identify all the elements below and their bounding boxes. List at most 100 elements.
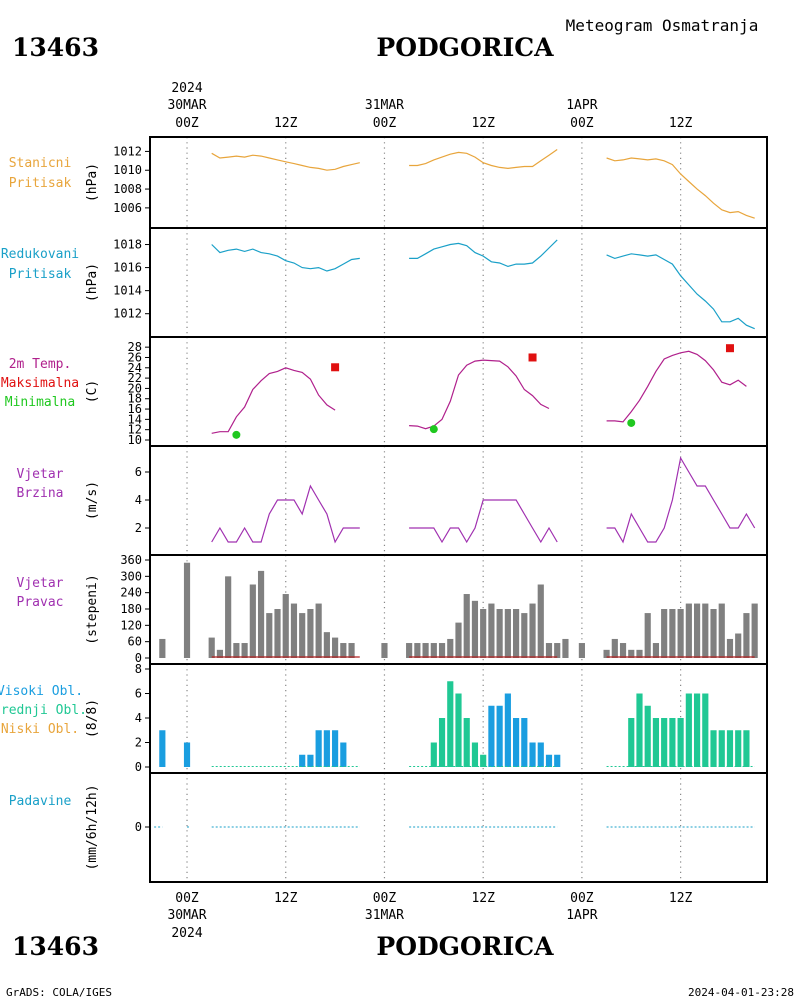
ylabel-wind_direction: (stepeni) (85, 574, 100, 644)
panel-frame-precipitation (149, 772, 768, 883)
ytick-label-cloud_cover-2: 4 (135, 711, 142, 725)
panel-frame-wind_speed (149, 445, 768, 556)
time-tick-bottom-5: 12Z (669, 891, 693, 906)
ytick-label-wind_speed-0: 2 (135, 521, 142, 535)
bar-wind_direction-60 (751, 603, 758, 658)
time-tick-top-1: 12Z (274, 116, 298, 131)
panel-label-wind_direction-0: Vjetar (17, 576, 64, 591)
panel-label-wind_speed-1: Brzina (17, 486, 64, 501)
ytick-label-station_pressure-3: 1012 (113, 144, 142, 158)
bar-cloud_cover-14 (480, 754, 487, 767)
panel-frame-reduced_pressure (149, 227, 768, 338)
bar-wind_direction-35 (521, 613, 528, 658)
series-line-wind_speed-1 (409, 499, 558, 544)
date-label-top-0: 30MAR (167, 98, 206, 113)
bar-cloud_cover-18 (513, 718, 520, 767)
ytick-label-wind_direction-0: 0 (135, 651, 142, 665)
panel-label-station_pressure-1: Pritisak (9, 176, 72, 191)
panel-label-wind_speed-0: Vjetar (17, 467, 64, 482)
panel-frame-station_pressure (149, 136, 768, 229)
ytick-label-cloud_cover-3: 6 (135, 687, 142, 701)
bar-wind_direction-9 (266, 613, 273, 658)
bar-cloud_cover-17 (504, 693, 511, 767)
ytick-label-temperature-9: 28 (128, 340, 142, 354)
series-line-wind_speed-2 (606, 456, 756, 544)
panel-label-reduced_pressure-1: Pritisak (9, 267, 72, 282)
bar-wind_direction-2 (208, 637, 215, 658)
ytick-label-wind_direction-5: 300 (120, 569, 142, 583)
bar-cloud_cover-16 (496, 705, 503, 767)
ytick-label-reduced_pressure-2: 1016 (113, 261, 142, 275)
station-name-bottom: PODGORICA (376, 932, 554, 961)
bar-wind_direction-31 (488, 603, 495, 658)
bar-wind_direction-1 (183, 562, 191, 658)
panel-label-precipitation-0: Padavine (9, 794, 72, 809)
bar-cloud_cover-11 (455, 693, 462, 767)
ytick-label-station_pressure-0: 1006 (113, 201, 142, 215)
ylabel-cloud_cover: (8/8) (85, 699, 100, 738)
ylabel-station_pressure: (hPa) (85, 163, 100, 202)
bar-wind_direction-40 (562, 638, 569, 658)
bar-cloud_cover-8 (430, 742, 437, 767)
ytick-label-temperature-1: 12 (128, 423, 142, 437)
bar-cloud_cover-10 (447, 681, 454, 767)
bar-cloud_cover-0 (159, 730, 166, 767)
ytick-label-wind_direction-2: 120 (120, 618, 142, 632)
ytick-label-temperature-5: 20 (128, 381, 142, 395)
series-line-temperature-1 (409, 359, 550, 430)
time-tick-bottom-3: 12Z (471, 891, 495, 906)
bar-cloud_cover-36 (726, 730, 734, 767)
bar-wind_direction-13 (299, 613, 306, 658)
ytick-label-temperature-3: 16 (128, 402, 142, 416)
panel-label-reduced_pressure-0: Redukovani (1, 247, 79, 262)
station-name-top: PODGORICA (376, 33, 554, 62)
bar-cloud_cover-1 (183, 742, 191, 767)
time-tick-bottom-0: 00Z (175, 891, 199, 906)
panel-label-cloud_cover-1: Srednji Obl. (0, 703, 87, 718)
bar-wind_direction-21 (406, 643, 413, 658)
panel-label-temperature-2: Minimalna (5, 395, 75, 410)
bar-wind_direction-55 (710, 609, 717, 658)
bar-cloud_cover-19 (521, 718, 528, 767)
bar-cloud_cover-7 (340, 742, 347, 767)
ytick-label-station_pressure-2: 1010 (113, 163, 142, 177)
ytick-label-cloud_cover-0: 0 (135, 760, 142, 774)
time-tick-top-2: 00Z (373, 116, 397, 131)
bar-wind_direction-28 (463, 594, 470, 658)
bar-cloud_cover-24 (628, 718, 635, 767)
series-line-station_pressure-0 (211, 152, 360, 171)
bar-wind_direction-16 (323, 632, 330, 658)
bar-cloud_cover-6 (332, 730, 339, 767)
ytick-label-wind_speed-1: 4 (135, 493, 142, 507)
time-tick-top-0: 00Z (175, 116, 199, 131)
ytick-label-precipitation-0: 0 (135, 820, 142, 834)
bar-wind_direction-33 (504, 609, 511, 658)
bar-wind_direction-37 (537, 584, 544, 658)
bar-wind_direction-24 (430, 643, 437, 658)
bar-wind_direction-3 (216, 649, 224, 658)
ytick-label-wind_direction-1: 60 (128, 635, 142, 649)
series-line-temperature-2 (606, 350, 747, 423)
bar-cloud_cover-32 (693, 693, 701, 767)
tmin-marker-2 (627, 418, 636, 427)
bar-cloud_cover-12 (463, 718, 470, 767)
bar-cloud_cover-29 (669, 718, 676, 767)
bar-cloud_cover-3 (307, 754, 314, 767)
ytick-label-wind_speed-2: 6 (135, 465, 142, 479)
bar-cloud_cover-28 (661, 718, 668, 767)
bar-cloud_cover-15 (488, 705, 495, 767)
bar-cloud_cover-20 (529, 742, 536, 767)
bar-wind_direction-29 (471, 600, 479, 658)
bar-wind_direction-20 (381, 643, 388, 658)
year-label-bottom: 2024 (171, 926, 202, 941)
ytick-label-temperature-0: 10 (128, 433, 142, 447)
bar-cloud_cover-34 (710, 730, 717, 767)
ytick-label-temperature-8: 26 (128, 350, 142, 364)
bar-cloud_cover-33 (702, 693, 709, 767)
series-line-reduced_pressure-0 (211, 244, 360, 272)
ytick-label-reduced_pressure-3: 1018 (113, 238, 142, 252)
footer-timestamp: 2024-04-01-23:28 (688, 986, 794, 999)
bar-wind_direction-11 (282, 594, 289, 658)
bar-wind_direction-39 (554, 643, 561, 658)
